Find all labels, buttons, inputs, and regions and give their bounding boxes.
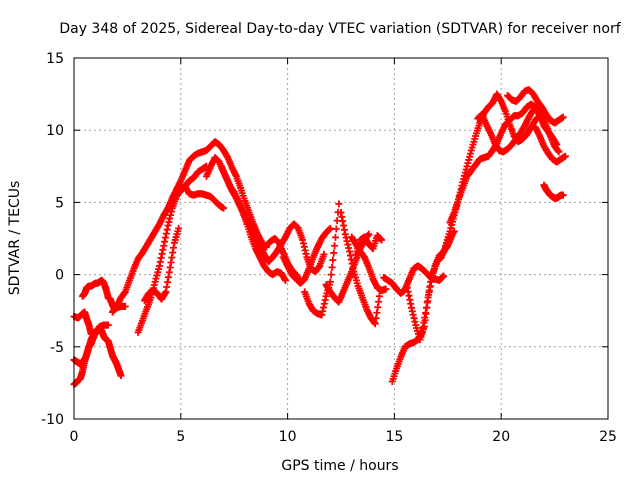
x-axis-label: GPS time / hours <box>281 458 398 474</box>
data-point <box>329 256 337 264</box>
y-tick-label: -5 <box>50 340 64 356</box>
data-point <box>559 191 567 199</box>
data-point <box>326 224 334 232</box>
data-points <box>70 86 569 388</box>
x-tick-label: 5 <box>176 429 185 445</box>
data-point <box>327 271 335 279</box>
data-point <box>375 292 383 300</box>
data-point <box>423 304 431 312</box>
data-point <box>421 316 429 324</box>
data-point <box>331 242 339 250</box>
plot-frame <box>73 57 609 420</box>
data-point <box>378 236 386 244</box>
data-point <box>330 249 338 257</box>
x-tick-label: 0 <box>70 429 79 445</box>
data-point <box>335 200 343 208</box>
data-point <box>281 276 289 284</box>
y-tick-label: 0 <box>55 268 64 284</box>
series-arc-24 <box>504 86 567 127</box>
series-arc-1 <box>70 308 125 380</box>
data-point <box>422 310 430 318</box>
axis-ticks: 0 5 10 15 20 25 -10 -5 0 5 10 15 <box>41 51 617 445</box>
x-tick-label: 25 <box>599 429 617 445</box>
data-point <box>555 148 563 156</box>
series-arc-20 <box>399 227 458 344</box>
data-point <box>175 224 183 232</box>
series-arc-11 <box>252 220 328 276</box>
x-tick-label: 15 <box>385 429 403 445</box>
data-point <box>320 250 328 258</box>
data-point <box>559 113 567 121</box>
data-point <box>440 272 448 280</box>
x-tick-label: 20 <box>492 429 510 445</box>
data-point <box>332 225 340 233</box>
series-arc-4 <box>79 276 129 313</box>
data-point <box>220 204 228 212</box>
data-point <box>331 233 339 241</box>
series-arc-12 <box>279 224 334 287</box>
data-point <box>328 263 336 271</box>
y-tick-label: 10 <box>46 123 64 139</box>
series-arc-15 <box>337 209 383 328</box>
y-tick-label: -10 <box>41 412 64 428</box>
data-point <box>561 152 569 160</box>
data-point <box>100 321 108 329</box>
y-tick-label: 15 <box>46 51 64 67</box>
series-arc-7 <box>140 224 183 305</box>
data-point <box>382 285 390 293</box>
series-arc-8 <box>164 138 270 251</box>
data-point <box>121 302 129 310</box>
series-arc-26 <box>540 181 567 202</box>
data-point <box>420 323 428 331</box>
series-arc-25 <box>531 123 569 166</box>
data-point <box>424 297 432 305</box>
x-tick-label: 10 <box>279 429 297 445</box>
data-point <box>365 230 373 238</box>
data-point <box>326 278 334 286</box>
series-arc-17 <box>352 232 386 258</box>
y-tick-label: 5 <box>55 195 64 211</box>
series-arc-10 <box>217 162 289 284</box>
data-point <box>117 372 125 380</box>
chart-title: Day 348 of 2025, Sidereal Day-to-day VTE… <box>59 21 621 37</box>
y-axis-label: SDTVAR / TECUs <box>7 181 23 296</box>
